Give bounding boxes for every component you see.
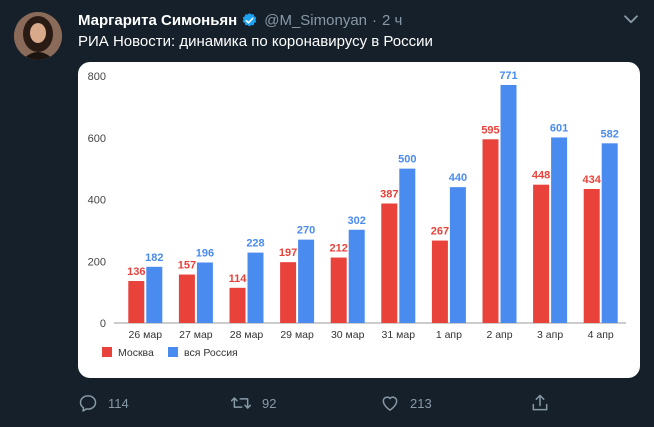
data-label-moscow: 157	[178, 260, 196, 272]
data-label-russia: 582	[601, 128, 619, 140]
data-label-russia: 196	[196, 247, 214, 259]
bar-russia	[500, 84, 517, 323]
x-tick-label: 2 апр	[486, 329, 512, 341]
heart-icon	[382, 396, 398, 411]
like-count: 213	[410, 395, 432, 411]
bar-moscow	[330, 257, 347, 323]
tweet-text: РИА Новости: динамика по коронавирусу в …	[78, 33, 433, 50]
bar-russia	[196, 262, 213, 323]
legend-label-moscow: Москва	[118, 347, 154, 359]
data-label-moscow: 114	[229, 273, 248, 285]
x-tick-label: 30 мар	[331, 329, 365, 341]
legend-swatch-moscow	[102, 347, 112, 357]
retweet-icon	[230, 397, 252, 409]
y-tick-label: 800	[88, 71, 106, 83]
bar-russia	[399, 168, 416, 323]
data-label-russia: 601	[550, 122, 568, 134]
y-tick-label: 600	[88, 133, 106, 145]
reply-button[interactable]: 114	[78, 392, 129, 414]
tweet-timestamp[interactable]: 2 ч	[382, 11, 403, 29]
data-label-moscow: 595	[481, 124, 499, 136]
bar-moscow	[583, 189, 600, 323]
chevron-down-icon[interactable]	[620, 8, 642, 30]
data-label-moscow: 434	[583, 174, 602, 186]
x-tick-label: 3 апр	[537, 329, 563, 341]
bar-moscow	[431, 240, 448, 323]
header-separator: ·	[372, 11, 378, 29]
tweet-header: Маргарита Симоньян @M_Simonyan · 2 ч	[78, 10, 402, 30]
bar-russia	[247, 252, 264, 323]
data-label-russia: 270	[297, 225, 315, 237]
bar-moscow	[533, 184, 550, 323]
x-tick-label: 26 мар	[129, 329, 163, 341]
tweet-media-chart[interactable]: 0 200 400 600 800 136 182 26 мар 157 196 27 мар 114…	[78, 62, 640, 378]
data-label-moscow: 136	[127, 266, 145, 278]
x-tick-label: 27 мар	[179, 329, 213, 341]
x-tick-label: 29 мар	[280, 329, 314, 341]
author-handle[interactable]: @M_Simonyan	[264, 11, 368, 29]
y-tick-label: 0	[100, 318, 106, 330]
bar-russia	[551, 137, 568, 323]
share-icon	[532, 394, 548, 411]
bar-russia	[601, 143, 618, 323]
share-button[interactable]	[530, 392, 560, 414]
verified-badge-icon	[241, 12, 258, 29]
tweet-actions: 114 92 213	[78, 392, 638, 414]
data-label-moscow: 197	[279, 247, 297, 259]
x-tick-label: 31 мар	[382, 329, 416, 341]
reply-count: 114	[108, 395, 129, 411]
y-tick-label: 200	[88, 256, 106, 268]
retweet-count: 92	[262, 395, 277, 411]
bar-russia	[146, 266, 163, 323]
data-label-moscow: 448	[532, 170, 550, 182]
data-label-russia: 771	[499, 70, 517, 82]
data-label-russia: 182	[145, 252, 163, 264]
bar-moscow	[280, 262, 297, 323]
bar-russia	[348, 229, 365, 323]
data-label-russia: 302	[348, 215, 366, 227]
reply-icon	[79, 395, 97, 412]
bar-russia	[449, 187, 466, 323]
bar-moscow	[128, 281, 145, 323]
x-tick-label: 28 мар	[230, 329, 264, 341]
data-label-russia: 500	[398, 154, 416, 166]
bar-moscow	[482, 139, 499, 323]
bar-moscow	[381, 203, 398, 323]
bar-moscow	[229, 287, 246, 323]
legend-label-russia: вся Россия	[184, 347, 238, 359]
data-label-moscow: 387	[380, 189, 398, 201]
data-label-russia: 228	[246, 238, 264, 250]
y-tick-label: 400	[88, 195, 106, 207]
retweet-button[interactable]: 92	[230, 392, 276, 414]
data-label-moscow: 267	[431, 226, 449, 238]
bar-russia	[298, 239, 315, 323]
author-name[interactable]: Маргарита Симоньян	[78, 11, 238, 29]
legend-swatch-russia	[168, 347, 178, 357]
like-button[interactable]: 213	[380, 392, 432, 414]
bar-moscow	[178, 274, 195, 323]
avatar[interactable]	[14, 12, 62, 60]
data-label-russia: 440	[449, 172, 467, 184]
x-tick-label: 1 апр	[436, 329, 462, 341]
data-label-moscow: 212	[330, 243, 348, 255]
x-tick-label: 4 апр	[588, 329, 614, 341]
